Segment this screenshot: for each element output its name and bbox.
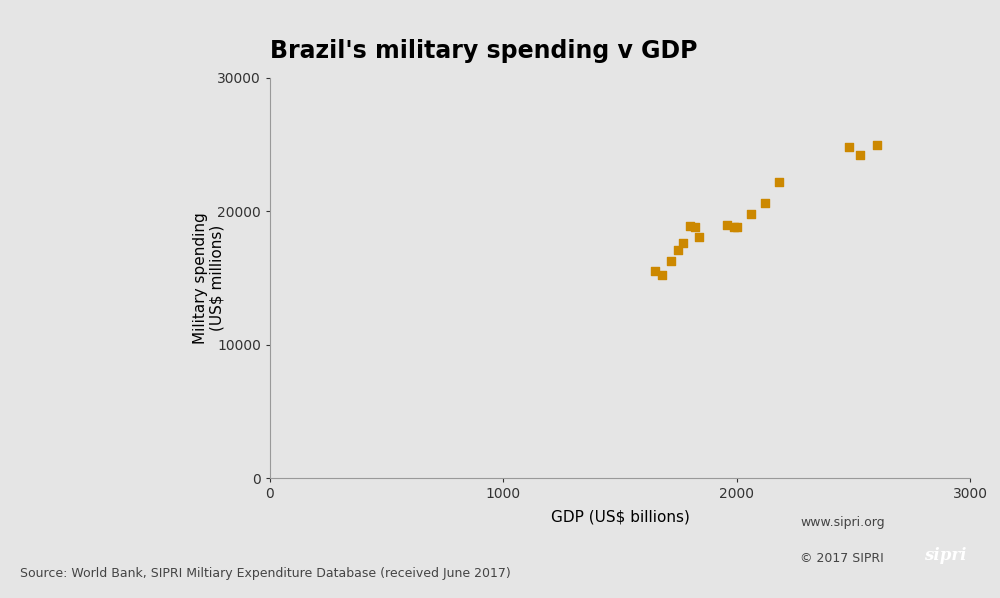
Point (687, 222, 703, 232)
Text: Brazil's military spending v GDP: Brazil's military spending v GDP (270, 39, 698, 63)
Text: Source: World Bank, SIPRI Miltiary Expenditure Database (received June 2017): Source: World Bank, SIPRI Miltiary Expen… (20, 567, 511, 580)
Point (726, 222, 742, 232)
Point (852, 151, 868, 160)
Point (869, 140, 885, 150)
Text: sipri: sipri (924, 547, 966, 565)
Point (682, 221, 698, 231)
Point (771, 177, 787, 187)
Point (841, 142, 857, 152)
Point (675, 239, 691, 248)
Point (670, 245, 686, 255)
Text: www.sipri.org: www.sipri.org (800, 516, 885, 529)
Y-axis label: Military spending
(US$ millions): Military spending (US$ millions) (193, 212, 225, 344)
Point (729, 222, 745, 232)
Point (719, 220, 735, 230)
Point (757, 199, 773, 208)
X-axis label: GDP (US$ billions): GDP (US$ billions) (551, 509, 689, 525)
Point (743, 209, 759, 219)
Text: © 2017 SIPRI: © 2017 SIPRI (800, 552, 884, 565)
Point (647, 267, 663, 276)
Point (691, 232, 707, 242)
Point (663, 256, 679, 266)
Point (654, 271, 670, 280)
